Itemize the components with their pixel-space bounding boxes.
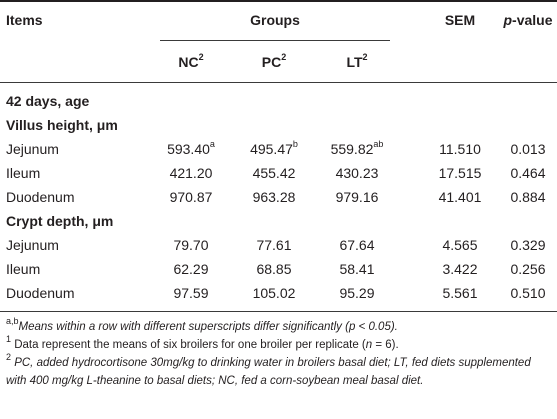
cell-lt: 95.29 [339, 285, 375, 301]
header-pvalue-rest: -value [512, 12, 553, 28]
header-lt: LT2 [314, 52, 400, 70]
cell-pc-sup: b [292, 139, 298, 150]
footnote-significance-end: < 0.05). [355, 321, 398, 333]
row-item: Jejunum [6, 141, 59, 157]
row-item: Jejunum [6, 237, 59, 253]
footnote-significance-text: Means within a row with different supers… [18, 321, 349, 333]
header-groups: Groups [250, 12, 300, 28]
header-pc: PC2 [235, 52, 313, 70]
cell-nc: 79.70 [173, 237, 209, 253]
footnote-1: 1 Data represent the means of six broile… [6, 334, 552, 354]
cell-sem: 11.510 [439, 141, 481, 157]
cell-sem: 5.561 [442, 285, 478, 301]
cell-pc: 105.02 [252, 285, 296, 301]
header-nc-label: NC [178, 54, 199, 70]
cell-nc-value: 593.40 [167, 141, 210, 157]
header-sem: SEM [444, 12, 476, 28]
cell-sem: 3.422 [442, 261, 478, 277]
row-item: Ileum [6, 165, 41, 181]
cell-sem: 17.515 [438, 165, 482, 181]
cell-pvalue: 0.510 [510, 285, 546, 301]
section-title: Villus height, μm [6, 117, 118, 133]
row-item: Ileum [6, 261, 41, 277]
cell-nc-sup: a [209, 139, 215, 150]
bottom-rule [0, 311, 557, 312]
cell-lt: 58.41 [339, 261, 375, 277]
cell-lt: 67.64 [339, 237, 375, 253]
cell-pvalue: 0.464 [510, 165, 546, 181]
section-title: Crypt depth, μm [6, 213, 114, 229]
cell-pc: 77.61 [256, 237, 292, 253]
footnote-significance: a,bMeans within a row with different sup… [6, 316, 552, 336]
footnote-1-text: Data represent the means of six broilers… [11, 339, 366, 351]
footnote-2-text: PC, added hydrocortisone 30mg/kg to drin… [6, 357, 531, 387]
header-pc-label: PC [261, 54, 282, 70]
header-nc-sup: 2 [198, 52, 204, 63]
cell-pvalue: 0.329 [510, 237, 546, 253]
footnotes: a,bMeans within a row with different sup… [6, 316, 552, 390]
header-pc-sup: 2 [281, 52, 287, 63]
cell-pvalue: 0.256 [510, 261, 546, 277]
cell-nc: 62.29 [173, 261, 209, 277]
cell-pc: 68.85 [256, 261, 292, 277]
cell-nc: 970.87 [169, 189, 213, 205]
cell-lt-sup: ab [373, 139, 384, 150]
header-pvalue: p-value [497, 12, 557, 28]
cell-nc: 593.40a [148, 139, 234, 157]
header-items: Items [6, 12, 43, 28]
age-label: 42 days, age [6, 93, 90, 109]
footnote-1-n: n [365, 339, 373, 351]
cell-nc: 97.59 [173, 285, 209, 301]
footnote-2: 2 PC, added hydrocortisone 30mg/kg to dr… [6, 352, 552, 390]
groups-underline [160, 40, 390, 41]
header-pvalue-p: p [503, 12, 513, 28]
cell-pc: 963.28 [252, 189, 296, 205]
cell-nc: 421.20 [169, 165, 213, 181]
cell-pc: 455.42 [252, 165, 296, 181]
cell-lt: 430.23 [335, 165, 379, 181]
cell-pc: 495.47b [235, 139, 313, 157]
header-nc: NC2 [148, 52, 234, 70]
header-lt-sup: 2 [362, 52, 368, 63]
cell-sem: 4.565 [442, 237, 478, 253]
cell-lt: 559.82ab [314, 139, 400, 157]
cell-lt-value: 559.82 [330, 141, 374, 157]
header-lt-label: LT [346, 54, 363, 70]
top-rule [0, 0, 557, 2]
cell-pvalue: 0.013 [510, 141, 546, 157]
cell-sem: 41.401 [438, 189, 482, 205]
footnote-significance-mark: a,b [6, 316, 19, 327]
footnote-2-mark: 2 [6, 352, 12, 363]
cell-pc-value: 495.47 [250, 141, 293, 157]
header-rule [0, 82, 557, 83]
footnote-1-mark: 1 [6, 334, 12, 345]
cell-lt: 979.16 [335, 189, 379, 205]
row-item: Duodenum [6, 189, 75, 205]
row-item: Duodenum [6, 285, 75, 301]
cell-pvalue: 0.884 [510, 189, 546, 205]
footnote-1-end: = 6). [372, 339, 399, 351]
footnote-significance-p: p [348, 321, 356, 333]
